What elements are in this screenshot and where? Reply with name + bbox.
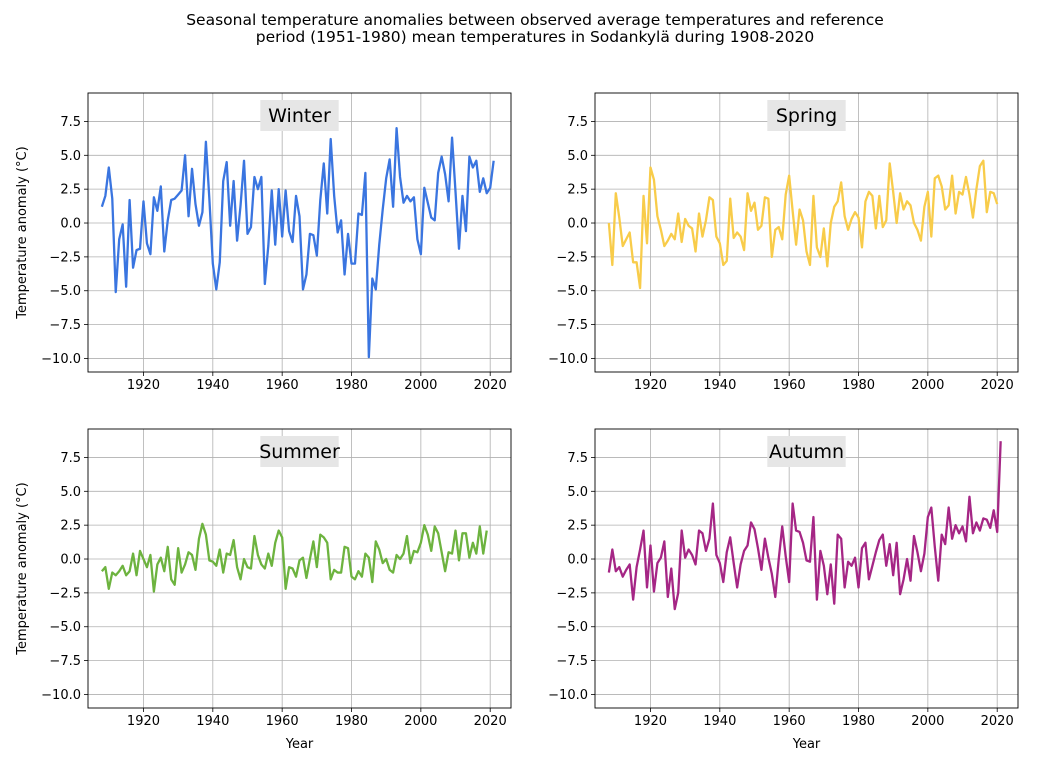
y-tick-label: 5.0	[60, 149, 81, 164]
panel-title-box	[260, 436, 339, 467]
x-tick-label: 1960	[773, 378, 806, 393]
x-tick-label: 2000	[911, 714, 944, 729]
y-tick-label: −10.0	[548, 688, 588, 703]
x-tick-label: 1960	[266, 714, 299, 729]
x-tick-label: 1940	[703, 378, 736, 393]
panel-title-box	[767, 436, 846, 467]
y-tick-label: 5.0	[567, 485, 588, 500]
x-tick-label: 2000	[404, 714, 437, 729]
y-tick-label: 7.5	[60, 115, 81, 130]
x-tick-label: 1960	[773, 714, 806, 729]
panel-title-box	[260, 100, 339, 131]
x-tick-label: 1980	[842, 378, 875, 393]
x-tick-label: 1920	[634, 378, 667, 393]
x-tick-label: 2020	[981, 378, 1014, 393]
figure-title-line-1: Seasonal temperature anomalies between o…	[186, 11, 884, 29]
y-axis-label: Temperature anomaly (°C)	[15, 146, 30, 319]
y-tick-label: −7.5	[49, 318, 81, 333]
y-tick-label: 5.0	[567, 149, 588, 164]
x-tick-label: 1920	[127, 378, 160, 393]
x-axis-label: Year	[285, 737, 314, 752]
y-tick-label: −10.0	[548, 352, 588, 367]
axes-frame	[87, 428, 512, 709]
figure-title-line-2: period (1951-1980) mean temperatures in …	[256, 28, 814, 46]
y-tick-label: 0.0	[60, 217, 81, 232]
y-tick-label: −2.5	[49, 586, 81, 601]
y-tick-label: −2.5	[556, 586, 588, 601]
x-tick-label: 1980	[335, 714, 368, 729]
x-tick-label: 2020	[474, 714, 507, 729]
panel-spring: 1920 1940 1960 1980 2000 2020 −10.0 −7.5 −5.0 −2.…	[548, 92, 1019, 393]
y-tick-label: −7.5	[556, 318, 588, 333]
series-line-autumn	[607, 441, 1002, 611]
y-tick-label: 2.5	[567, 183, 588, 198]
panel-title: Summer	[259, 441, 340, 463]
y-tick-label: −10.0	[41, 688, 81, 703]
x-tick-label: 1980	[335, 378, 368, 393]
series-line-summer	[100, 522, 488, 593]
axes-frame	[594, 428, 1019, 709]
y-tick-label: −2.5	[556, 250, 588, 265]
y-axis-label: Temperature anomaly (°C)	[15, 482, 30, 655]
x-tick-label: 2020	[474, 378, 507, 393]
panel-title-box	[767, 100, 846, 131]
panel-summer: 1920 1940 1960 1980 2000 2020 −10.0 −7.5 −5.0 −2.…	[15, 428, 512, 752]
x-tick-label: 1920	[634, 714, 667, 729]
x-tick-label: 1940	[196, 714, 229, 729]
x-tick-label: 1940	[196, 378, 229, 393]
y-tick-label: 7.5	[60, 451, 81, 466]
axes-frame	[87, 92, 512, 373]
y-tick-label: −5.0	[556, 284, 588, 299]
panel-winter: 1920 1940 1960 1980 2000 2020 −10.0 −7.5 −5.0 −2.…	[15, 92, 512, 393]
panel-title: Winter	[268, 105, 331, 127]
axes-frame	[594, 92, 1019, 373]
x-tick-label: 1940	[703, 714, 736, 729]
x-tick-label: 1960	[266, 378, 299, 393]
y-tick-label: −7.5	[49, 654, 81, 669]
y-tick-label: −2.5	[49, 250, 81, 265]
y-tick-label: −5.0	[49, 284, 81, 299]
y-tick-label: −5.0	[49, 620, 81, 635]
y-tick-label: −5.0	[556, 620, 588, 635]
series-line-winter	[100, 127, 495, 359]
y-tick-label: −7.5	[556, 654, 588, 669]
panel-title: Spring	[776, 105, 837, 127]
y-tick-label: 2.5	[60, 519, 81, 534]
y-tick-label: 5.0	[60, 485, 81, 500]
y-tick-label: 0.0	[60, 553, 81, 568]
x-axis-label: Year	[792, 737, 821, 752]
y-tick-label: 7.5	[567, 451, 588, 466]
panel-autumn: 1920 1940 1960 1980 2000 2020 −10.0 −7.5 −5.0 −2.…	[548, 428, 1019, 752]
panel-title: Autumn	[769, 441, 844, 463]
y-tick-label: 2.5	[60, 183, 81, 198]
y-tick-label: 2.5	[567, 519, 588, 534]
series-line-spring	[607, 159, 999, 290]
y-tick-label: −10.0	[41, 352, 81, 367]
x-tick-label: 1920	[127, 714, 160, 729]
x-tick-label: 1980	[842, 714, 875, 729]
y-tick-label: 0.0	[567, 217, 588, 232]
x-tick-label: 2000	[404, 378, 437, 393]
y-tick-label: 0.0	[567, 553, 588, 568]
y-tick-label: 7.5	[567, 115, 588, 130]
x-tick-label: 2020	[981, 714, 1014, 729]
x-tick-label: 2000	[911, 378, 944, 393]
